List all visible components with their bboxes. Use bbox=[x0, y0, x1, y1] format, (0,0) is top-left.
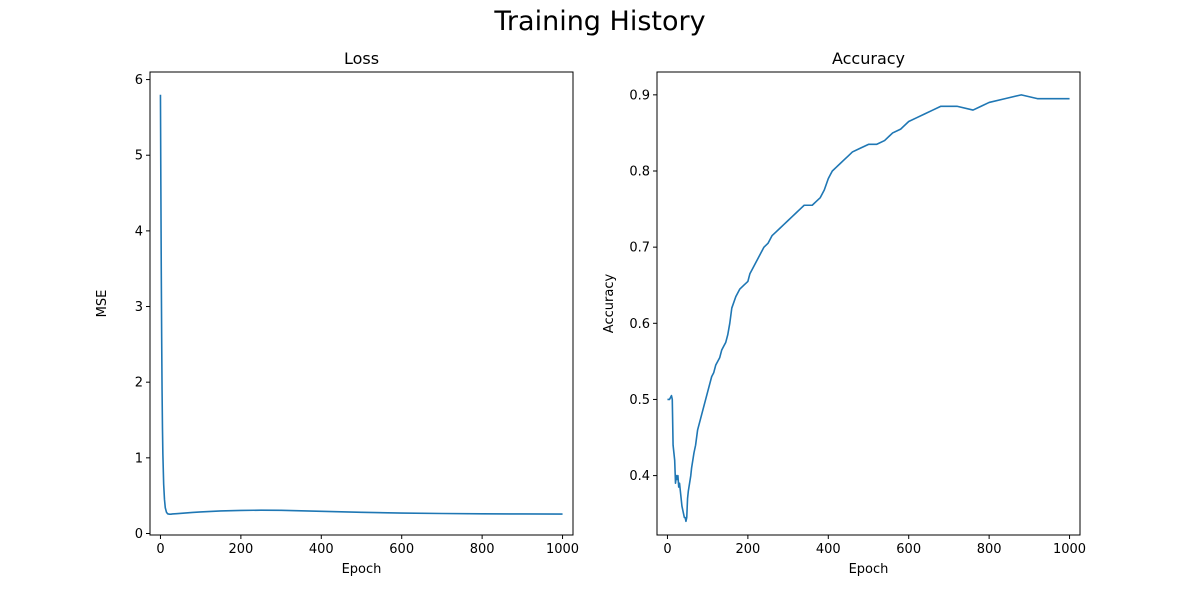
panel-1-axes-frame bbox=[149, 71, 574, 536]
panel-1-xtick-label: 400 bbox=[309, 542, 334, 557]
panel-2-xtick-label: 600 bbox=[896, 542, 921, 557]
panel-2-axes-frame bbox=[656, 71, 1081, 536]
panel-2-xtick-label: 0 bbox=[663, 542, 671, 557]
panel-2-title: Accuracy bbox=[832, 49, 905, 68]
panel-2-ytick-label: 0.9 bbox=[629, 88, 650, 103]
panel-1-series-line bbox=[159, 94, 563, 515]
panel-1-ytick-label: 3 bbox=[135, 300, 143, 315]
panel-1-ytick-label: 2 bbox=[135, 376, 143, 391]
panel-2-ytick-label: 0.8 bbox=[629, 164, 650, 179]
panel-2-ytick-label: 0.4 bbox=[629, 469, 650, 484]
panel-2-xtick-label: 1000 bbox=[1053, 542, 1086, 557]
panel-2-ylabel: Accuracy bbox=[602, 274, 617, 334]
panel-2-xtick-label: 800 bbox=[977, 542, 1002, 557]
panel-2-xtick-label: 200 bbox=[735, 542, 760, 557]
panel-2-series-line bbox=[667, 94, 1070, 523]
panel-1-ytick-label: 0 bbox=[135, 527, 143, 542]
panel-2-xlabel: Epoch bbox=[849, 562, 889, 577]
panel-1-ylabel: MSE bbox=[95, 290, 110, 318]
panel-2-ytick-label: 0.6 bbox=[629, 317, 650, 332]
panel-2-ytick-label: 0.7 bbox=[629, 241, 650, 256]
panel-1-xtick-label: 0 bbox=[156, 542, 164, 557]
panel-1-xtick-label: 600 bbox=[389, 542, 414, 557]
panel-1-title: Loss bbox=[344, 49, 379, 68]
panel-1-ytick-label: 6 bbox=[135, 73, 143, 88]
panel-1-ytick-label: 1 bbox=[135, 451, 143, 466]
panel-1-ytick-label: 5 bbox=[135, 149, 143, 164]
panel-1-xtick-label: 800 bbox=[470, 542, 495, 557]
panel-2-ytick-label: 0.5 bbox=[629, 393, 650, 408]
panel-1-xtick-label: 200 bbox=[228, 542, 253, 557]
panel-2-xtick-label: 400 bbox=[816, 542, 841, 557]
figure-title: Training History bbox=[494, 6, 706, 37]
panel-1-xlabel: Epoch bbox=[342, 562, 382, 577]
panel-1-xtick-label: 1000 bbox=[546, 542, 579, 557]
panel-1-ytick-label: 4 bbox=[135, 224, 143, 239]
